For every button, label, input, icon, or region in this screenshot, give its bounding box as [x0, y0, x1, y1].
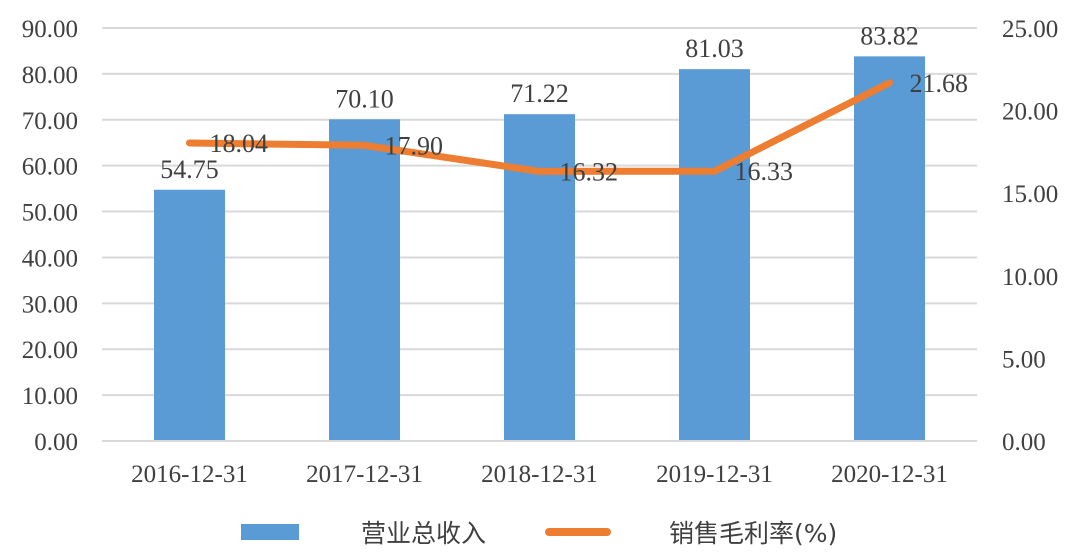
- x-category-label: 2016-12-31: [131, 461, 248, 488]
- left-tick-label: 20.00: [22, 337, 78, 364]
- right-tick-label: 15.00: [1002, 181, 1058, 208]
- legend-item-gross-margin: 销售毛利率(%): [545, 512, 837, 552]
- x-axis-categories: 2016-12-31 2017-12-31 2018-12-31 2019-12-31…: [131, 461, 948, 488]
- line-value-label: 21.68: [910, 69, 969, 98]
- bar-value-label: 70.10: [335, 84, 394, 113]
- bar-value-label: 83.82: [860, 21, 919, 50]
- bar: [154, 189, 225, 441]
- combo-chart: 0.00 10.00 20.00 30.00 40.00 50.00 60.00 70.00 8…: [22, 16, 1059, 488]
- bar-value-label: 81.03: [685, 34, 744, 63]
- right-tick-label: 0.00: [1002, 429, 1046, 456]
- x-category-label: 2019-12-31: [656, 461, 773, 488]
- bar: [329, 119, 400, 442]
- right-tick-label: 10.00: [1002, 264, 1058, 291]
- left-tick-label: 30.00: [22, 291, 78, 318]
- left-tick-label: 80.00: [22, 62, 78, 89]
- left-y-axis: 0.00 10.00 20.00 30.00 40.00 50.00 60.00 70.00 8…: [22, 16, 78, 456]
- left-tick-label: 10.00: [22, 383, 78, 410]
- bar-data-labels: 54.75 70.10 71.22 81.03 83.82: [160, 21, 919, 183]
- line-value-label: 17.90: [385, 131, 444, 160]
- bar-value-label: 54.75: [160, 155, 219, 184]
- left-tick-label: 60.00: [22, 154, 78, 181]
- line-data-labels: 18.04 17.90 16.32 16.33 21.68: [210, 69, 969, 187]
- bar: [854, 56, 925, 441]
- x-category-label: 2017-12-31: [306, 461, 423, 488]
- bar: [679, 69, 750, 442]
- left-tick-label: 0.00: [34, 429, 78, 456]
- line-value-label: 16.32: [560, 157, 619, 186]
- line-value-label: 18.04: [210, 129, 269, 158]
- bar-value-label: 71.22: [510, 79, 569, 108]
- left-tick-label: 70.00: [22, 108, 78, 135]
- right-tick-label: 20.00: [1002, 99, 1058, 126]
- x-category-label: 2020-12-31: [831, 461, 948, 488]
- right-tick-label: 5.00: [1002, 346, 1046, 373]
- revenue-bars: [154, 56, 925, 442]
- left-tick-label: 50.00: [22, 200, 78, 227]
- legend-label-revenue: 营业总收入: [361, 519, 487, 548]
- left-tick-label: 90.00: [22, 16, 78, 43]
- legend-label-gross-margin: 销售毛利率(%): [669, 519, 838, 548]
- gross-margin-line: [186, 79, 893, 175]
- left-tick-label: 40.00: [22, 245, 78, 272]
- line-value-label: 16.33: [735, 157, 794, 186]
- legend: 营业总收入 销售毛利率(%): [0, 512, 1080, 552]
- right-y-axis: 0.00 5.00 10.00 15.00 20.00 25.00: [1002, 16, 1058, 456]
- x-category-label: 2018-12-31: [481, 461, 598, 488]
- bar-swatch-icon: [241, 524, 299, 540]
- line-swatch-icon: [545, 528, 611, 536]
- right-tick-label: 25.00: [1002, 16, 1058, 43]
- legend-item-revenue: 营业总收入: [241, 512, 486, 552]
